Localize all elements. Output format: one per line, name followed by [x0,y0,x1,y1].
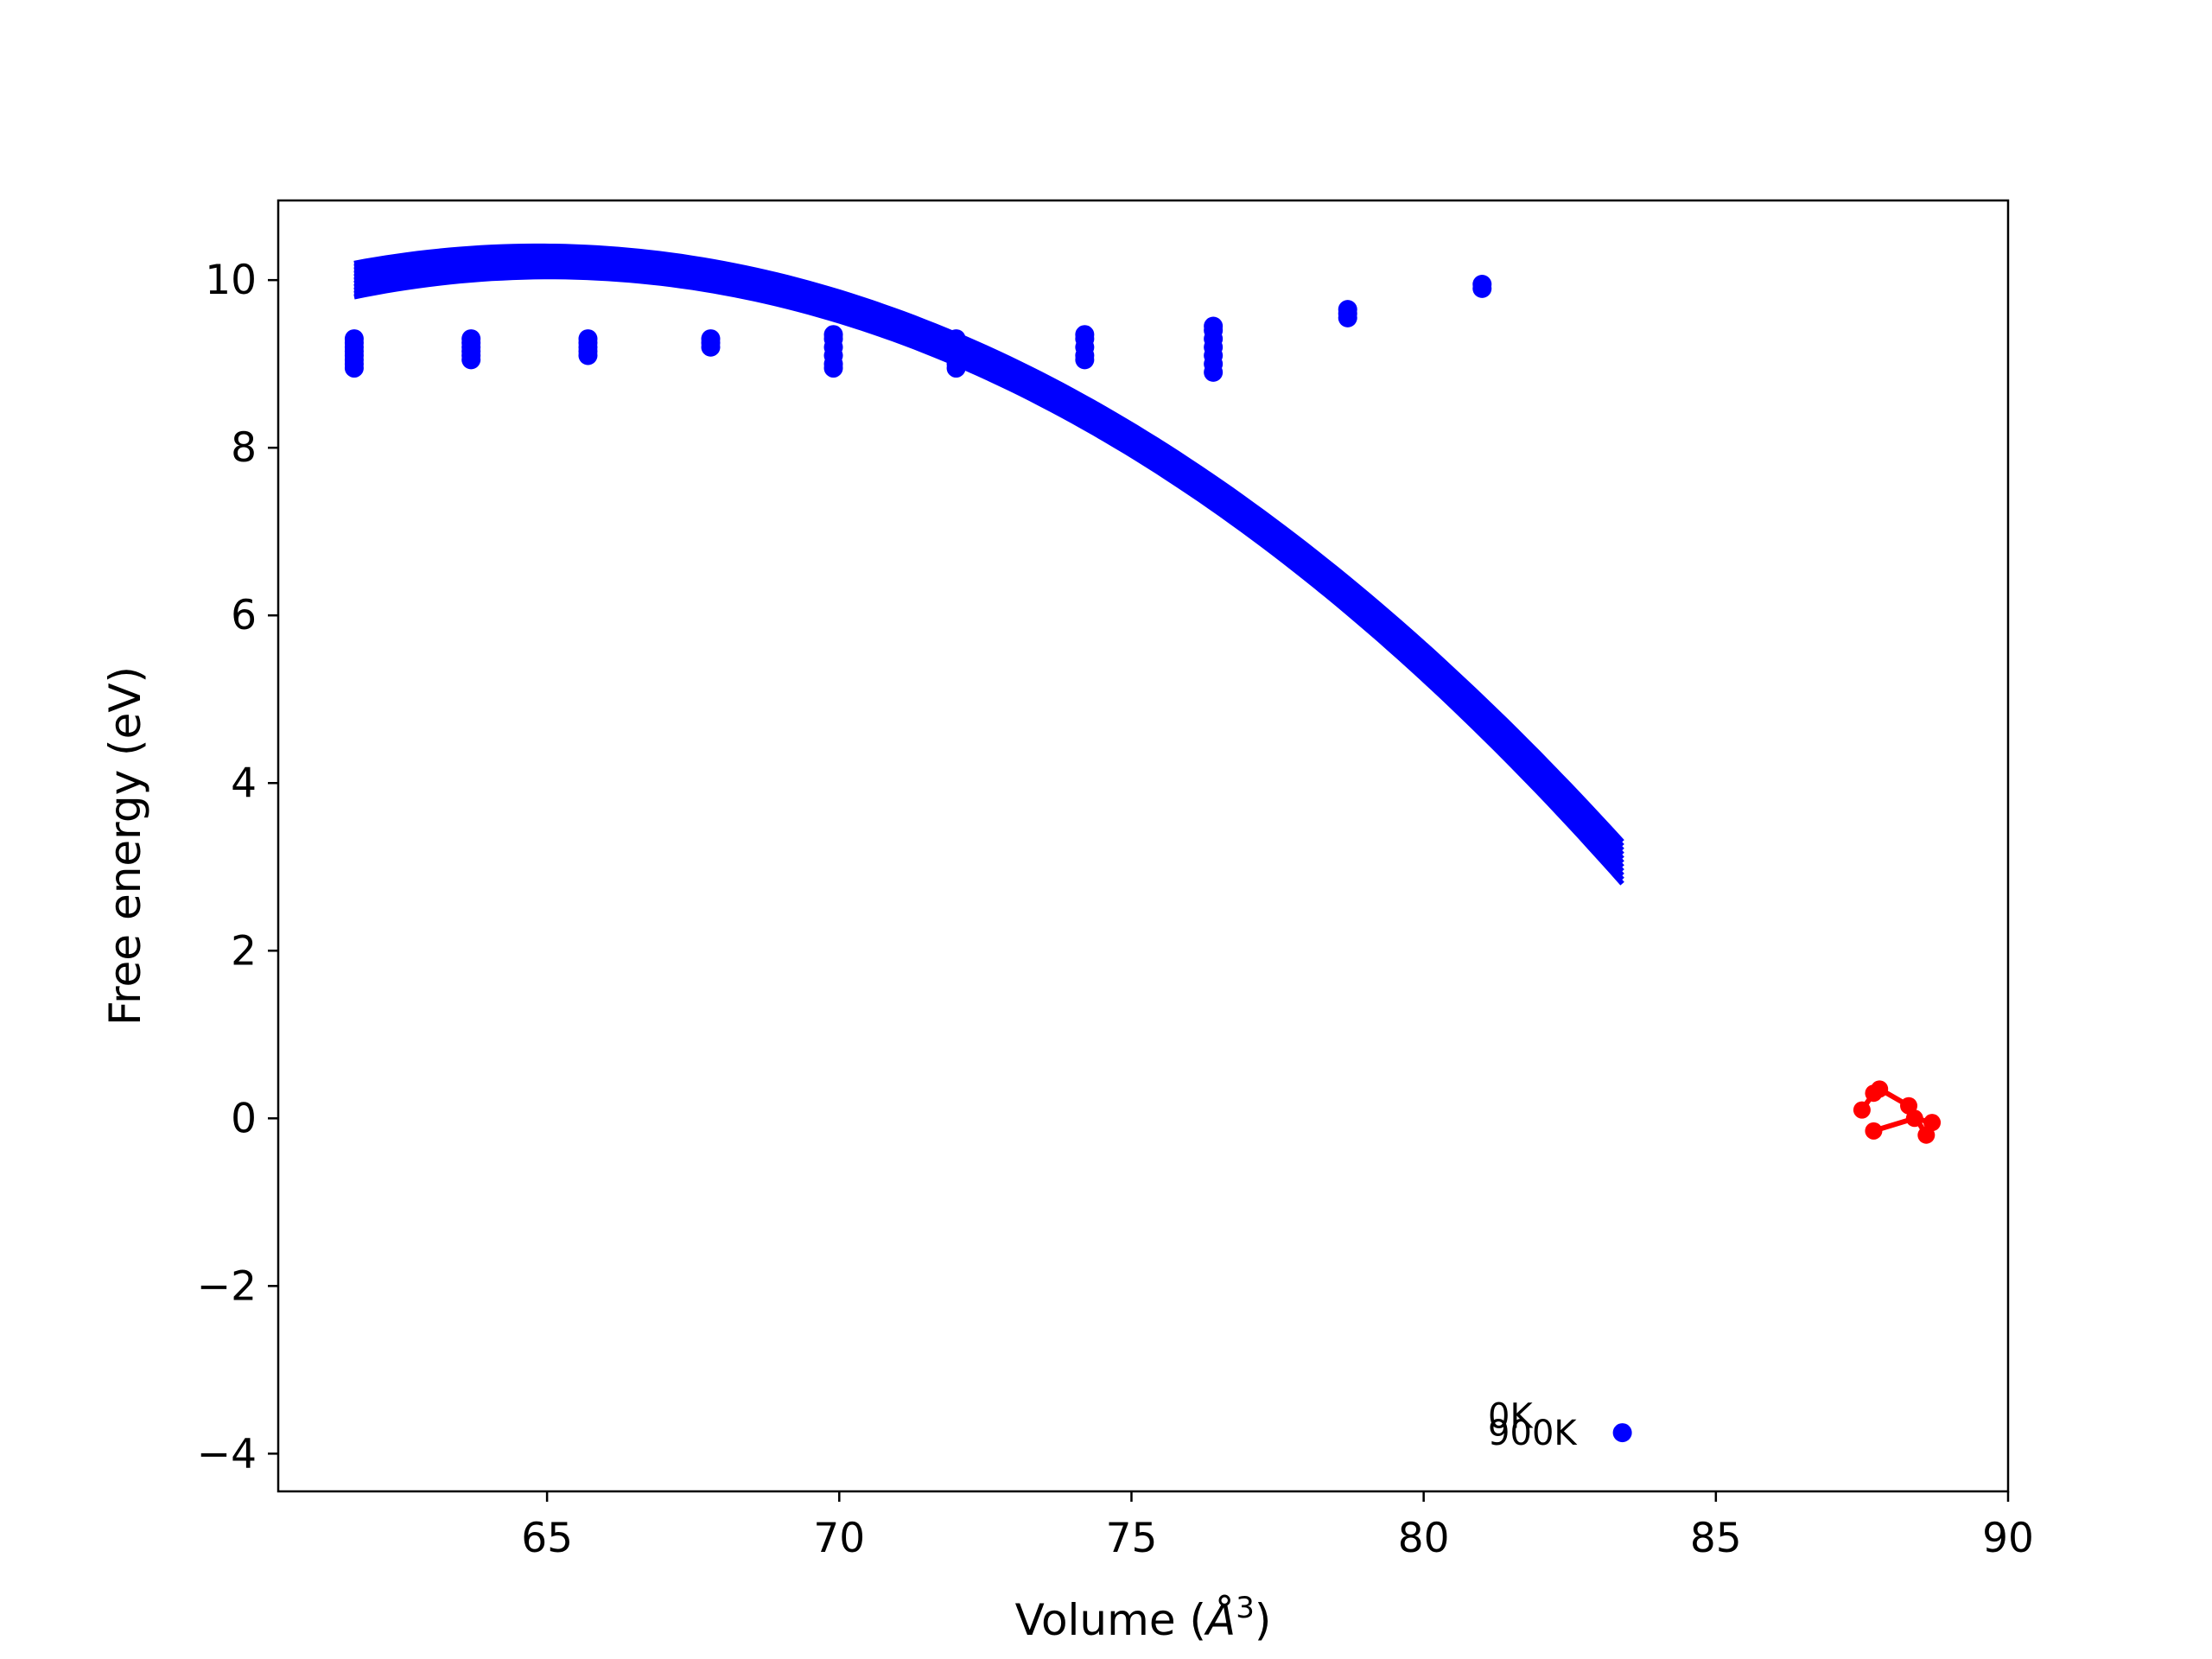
data-point [701,337,721,357]
data-point [823,359,843,378]
x-axis-label-unit: Å [1204,1595,1236,1645]
x-axis-label-exponent: 3 [1236,1591,1255,1625]
minimum-path-point [1905,1109,1923,1128]
fit-curve [353,262,1624,869]
data-point [1204,362,1224,382]
fit-curve [353,243,1624,844]
fit-curve [353,270,1624,881]
minimum-path-point [1853,1101,1871,1119]
x-tick-label: 65 [521,1515,573,1562]
x-axis-ticks: 65 70 75 80 85 90 [521,1491,2034,1562]
y-tick-label: 6 [231,592,257,639]
plot-frame [276,199,2010,1493]
temperature-annotation: 0K [1488,1397,1534,1437]
x-axis-label: Volume (Å3) [1015,1591,1272,1645]
fit-curves [353,243,1624,886]
y-tick-label: 4 [231,760,257,807]
x-axis-label-suffix: ) [1255,1595,1272,1645]
data-point [461,350,481,370]
data-point [578,346,598,365]
minimum-path [1853,1080,1942,1144]
y-tick-label: −4 [197,1430,257,1478]
fit-curve [353,255,1624,861]
x-tick-label: 90 [1982,1515,2034,1562]
data-point [1338,308,1357,327]
x-tick-label: 75 [1106,1515,1158,1562]
data-points [344,275,1632,1443]
data-point [344,359,364,378]
fit-curve [353,258,1624,865]
y-tick-label: −2 [197,1262,257,1310]
y-axis-ticks: −4 −2 0 2 4 6 8 10 [197,257,278,1478]
data-point [946,359,966,378]
y-axis-label: Free energy (eV) [100,666,150,1026]
y-tick-label: 8 [231,424,257,472]
fit-curve [353,274,1624,886]
data-point [1612,1423,1632,1443]
data-point [1075,350,1095,370]
y-tick-label: 2 [231,927,257,975]
data-point [1472,278,1492,298]
fit-curve [353,252,1624,856]
minimum-path-point [1923,1114,1942,1132]
y-tick-label: 10 [205,257,257,304]
minimum-path-point [1871,1080,1889,1098]
minimum-path-point [1865,1122,1883,1140]
fit-curve [353,268,1624,877]
fit-curve [353,250,1624,852]
fit-curve [353,246,1624,849]
y-tick-label: 0 [231,1095,257,1142]
x-tick-label: 85 [1690,1515,1742,1562]
fit-curve [353,264,1624,874]
x-tick-label: 80 [1398,1515,1450,1562]
x-tick-label: 70 [813,1515,865,1562]
x-axis-label-prefix: Volume ( [1015,1595,1206,1645]
temperature-annotation: 900K [1488,1414,1578,1453]
